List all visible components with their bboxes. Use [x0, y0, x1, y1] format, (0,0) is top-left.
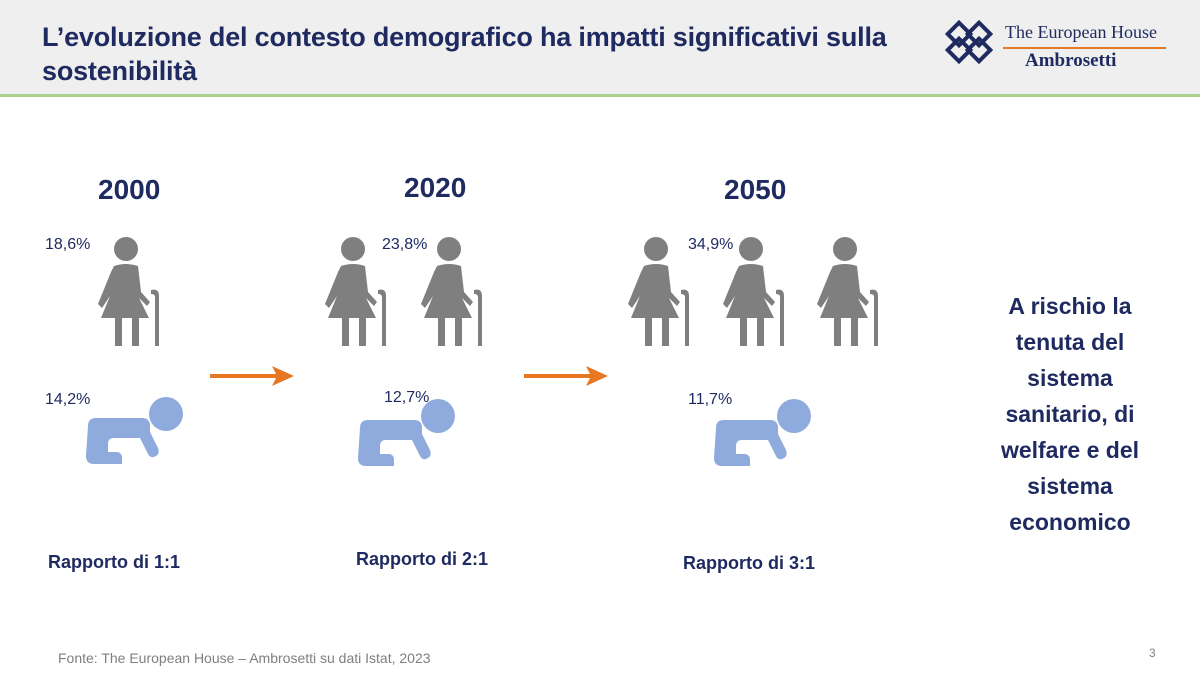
- elderly-person-icon: [720, 236, 792, 348]
- risk-line: sistema: [1027, 365, 1113, 391]
- elderly-person-icon: [95, 236, 167, 348]
- elderly-pct-2000: 18,6%: [45, 236, 91, 253]
- logo-divider: [1003, 47, 1166, 49]
- year-label-2020: 2020: [404, 172, 467, 203]
- year-label-2050: 2050: [724, 174, 787, 205]
- page-number: 3: [1149, 646, 1156, 660]
- logo-text-bottom: Ambrosetti: [1025, 50, 1117, 71]
- child-pct-2050: 11,7%: [688, 391, 733, 408]
- logo-text-top: The European House: [1005, 22, 1157, 42]
- crawling-baby-icon: [708, 396, 818, 476]
- crawling-baby-icon: [352, 396, 462, 476]
- risk-line: tenuta del: [1015, 329, 1125, 355]
- source-note: Fonte: The European House – Ambrosetti s…: [58, 650, 431, 666]
- ratio-label-2000: Rapporto di 1:1: [48, 552, 181, 572]
- child-pct-2020: 12,7%: [384, 389, 430, 406]
- ratio-label-2050: Rapporto di 3:1: [683, 553, 816, 573]
- elderly-pct-2050: 34,9%: [688, 236, 734, 253]
- year-label-2000: 2000: [98, 174, 161, 205]
- elderly-person-icon: [814, 236, 886, 348]
- child-pct-2000: 14,2%: [45, 391, 91, 408]
- elderly-pct-2020: 23,8%: [382, 236, 428, 253]
- elderly-person-icon: [625, 236, 697, 348]
- crawling-baby-icon: [80, 394, 190, 474]
- right-arrow-icon: [524, 364, 608, 388]
- elderly-person-icon: [418, 236, 490, 348]
- risk-line: welfare e del: [1000, 437, 1140, 463]
- header-bar: L’evoluzione del contesto demografico ha…: [0, 0, 1200, 97]
- ratio-label-2020: Rapporto di 2:1: [356, 549, 489, 569]
- elderly-person-icon: [322, 236, 394, 348]
- risk-line: sistema: [1027, 473, 1113, 499]
- risk-line: sanitario, di: [1005, 401, 1135, 427]
- risk-statement: A rischio la tenuta del sistema sanitari…: [970, 288, 1170, 540]
- page-title: L’evoluzione del contesto demografico ha…: [42, 22, 887, 86]
- right-arrow-icon: [210, 364, 294, 388]
- company-logo: The European House Ambrosetti: [945, 18, 1175, 78]
- risk-line: economico: [1009, 509, 1131, 535]
- risk-line: A rischio la: [1008, 293, 1132, 319]
- logo-mark-icon: [945, 20, 994, 64]
